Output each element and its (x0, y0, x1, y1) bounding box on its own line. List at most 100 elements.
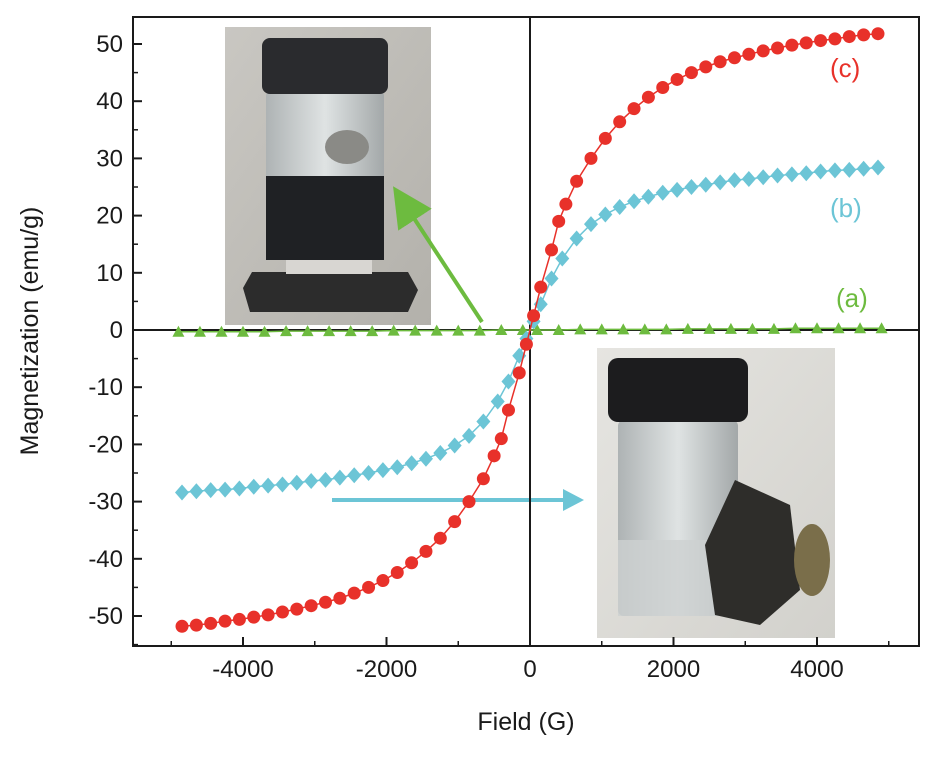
data-point (304, 473, 319, 490)
data-point (746, 322, 759, 334)
data-point (555, 250, 570, 267)
data-point (785, 38, 799, 52)
data-point (767, 322, 780, 334)
data-point (366, 325, 379, 337)
data-point (595, 323, 608, 335)
series-label-c: (c) (830, 53, 860, 83)
data-point (452, 324, 465, 336)
data-point (301, 325, 314, 337)
data-point (559, 197, 573, 211)
data-point (332, 469, 347, 486)
data-point (545, 243, 559, 257)
data-point (189, 483, 204, 500)
data-point (724, 322, 737, 334)
data-point (828, 32, 842, 46)
data-point (799, 165, 814, 182)
data-point (857, 28, 871, 42)
data-point (534, 280, 548, 294)
series-label-b: (b) (830, 193, 862, 223)
data-point (727, 172, 742, 189)
data-point (473, 324, 486, 336)
data-point (756, 44, 770, 58)
data-point (870, 159, 885, 176)
data-point (495, 324, 508, 335)
data-point (193, 325, 206, 337)
data-point (552, 324, 565, 335)
data-point (854, 322, 867, 334)
data-point (462, 495, 476, 509)
data-point (476, 413, 491, 430)
data-point (204, 616, 218, 630)
x-tick-label: -4000 (212, 656, 273, 683)
data-point (232, 480, 247, 497)
data-point (476, 472, 490, 486)
data-point (246, 478, 261, 495)
data-point (742, 47, 756, 61)
data-point (531, 324, 544, 335)
data-point (617, 323, 630, 335)
data-point (318, 471, 333, 488)
data-point (789, 322, 802, 334)
data-point (799, 36, 813, 50)
series-b (175, 159, 885, 501)
data-point (641, 90, 655, 104)
data-point (670, 72, 684, 86)
data-point (487, 449, 501, 463)
series-c (175, 27, 885, 633)
data-point (404, 455, 419, 472)
data-point (703, 322, 716, 334)
data-point (713, 174, 728, 191)
data-point (544, 270, 559, 287)
data-point (361, 465, 376, 481)
data-point (813, 163, 828, 180)
plot-frame (132, 16, 920, 647)
inset-arrow-blue (332, 489, 584, 511)
data-point (447, 437, 462, 454)
inset-photo-magnetic-fluid (225, 27, 431, 325)
data-point (362, 580, 376, 594)
data-point (237, 325, 249, 337)
data-point (856, 160, 871, 177)
data-point (741, 170, 756, 187)
data-point (756, 169, 771, 186)
data-point (875, 322, 888, 334)
data-point (842, 30, 856, 44)
x-axis-title: Field (G) (477, 708, 574, 736)
data-point (770, 167, 785, 184)
inset-photo-attracted-particles (597, 348, 835, 638)
data-point (574, 323, 587, 335)
data-point (698, 176, 713, 193)
data-point (319, 595, 333, 609)
data-point (501, 403, 515, 417)
data-point (261, 477, 276, 494)
data-point (570, 174, 584, 188)
data-point (501, 373, 516, 390)
y-axis-title: Magnetization (emu/g) (16, 207, 44, 456)
data-point (203, 482, 218, 499)
data-point (261, 608, 275, 622)
data-point (684, 179, 699, 195)
data-point (771, 41, 785, 55)
data-point (494, 432, 508, 446)
data-point (347, 467, 362, 484)
data-point (462, 427, 477, 444)
y-tick-label: -30 (88, 489, 123, 516)
data-point (627, 102, 641, 116)
data-point (172, 325, 185, 337)
data-point (275, 476, 290, 493)
data-point (613, 115, 627, 129)
data-point (390, 459, 405, 476)
data-point (519, 337, 533, 351)
data-point (490, 393, 505, 410)
data-point (512, 366, 526, 380)
x-tick-label: 4000 (790, 656, 843, 683)
data-point (827, 162, 842, 179)
data-point (333, 591, 347, 605)
data-point (175, 484, 190, 501)
data-point (376, 574, 390, 588)
data-point (405, 556, 419, 570)
data-point (433, 444, 448, 461)
y-tick-label: -50 (88, 603, 123, 630)
y-tick-label: 30 (96, 145, 123, 172)
data-point (569, 230, 584, 247)
